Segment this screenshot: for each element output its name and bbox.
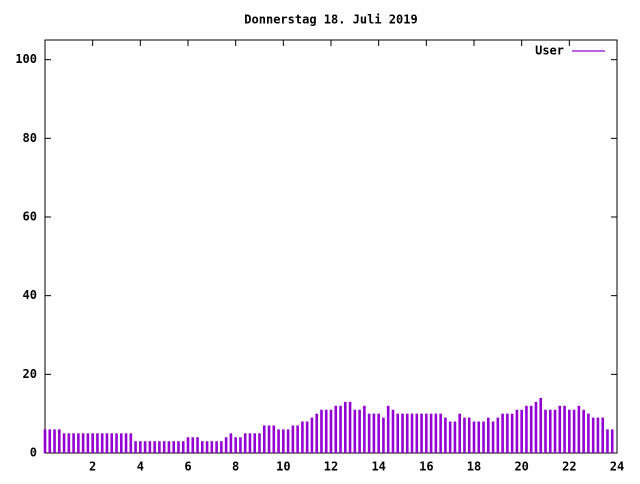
y-tick-label: 80 (23, 131, 37, 145)
x-tick-label: 12 (324, 460, 338, 474)
y-tick-label: 60 (23, 210, 37, 224)
x-tick-label: 18 (467, 460, 481, 474)
x-tick-label: 20 (514, 460, 528, 474)
chart-title: Donnerstag 18. Juli 2019 (244, 13, 417, 27)
x-tick-label: 8 (232, 460, 239, 474)
x-tick-label: 14 (371, 460, 385, 474)
x-tick-label: 2 (89, 460, 96, 474)
y-tick-label: 0 (30, 446, 37, 460)
y-tick-label: 40 (23, 288, 37, 302)
x-tick-label: 16 (419, 460, 433, 474)
y-tick-label: 20 (23, 367, 37, 381)
x-tick-label: 10 (276, 460, 290, 474)
x-tick-label: 24 (610, 460, 624, 474)
x-tick-label: 6 (184, 460, 191, 474)
y-tick-label: 100 (15, 52, 37, 66)
x-tick-label: 22 (562, 460, 576, 474)
x-tick-label: 4 (137, 460, 144, 474)
legend-label: User (535, 44, 564, 58)
